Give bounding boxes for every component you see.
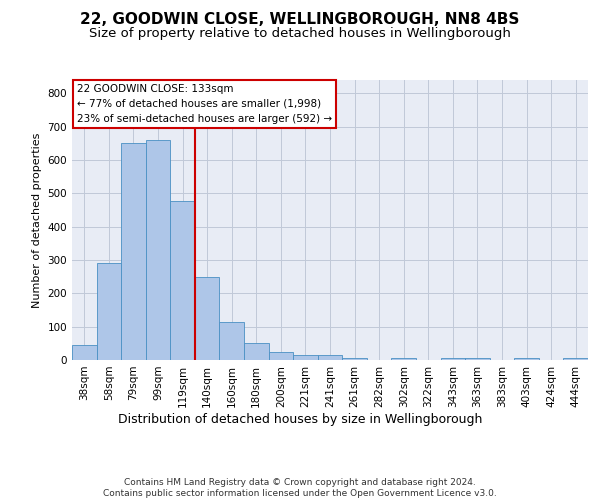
Bar [440, 358, 465, 360]
Bar [293, 356, 318, 360]
Bar [318, 356, 342, 360]
Bar [269, 352, 293, 360]
Bar [97, 262, 121, 360]
Y-axis label: Number of detached properties: Number of detached properties [32, 132, 42, 308]
Text: Contains HM Land Registry data © Crown copyright and database right 2024.
Contai: Contains HM Land Registry data © Crown c… [103, 478, 497, 498]
Bar [342, 358, 367, 360]
Bar [72, 345, 97, 360]
Bar [514, 358, 539, 360]
Bar [465, 358, 490, 360]
Text: Distribution of detached houses by size in Wellingborough: Distribution of detached houses by size … [118, 412, 482, 426]
Text: Size of property relative to detached houses in Wellingborough: Size of property relative to detached ho… [89, 28, 511, 40]
Bar [146, 140, 170, 360]
Bar [220, 322, 244, 360]
Bar [391, 358, 416, 360]
Bar [244, 344, 269, 360]
Bar [170, 200, 195, 360]
Bar [121, 142, 146, 360]
Bar [563, 358, 588, 360]
Bar [195, 276, 220, 360]
Text: 22, GOODWIN CLOSE, WELLINGBOROUGH, NN8 4BS: 22, GOODWIN CLOSE, WELLINGBOROUGH, NN8 4… [80, 12, 520, 28]
Text: 22 GOODWIN CLOSE: 133sqm
← 77% of detached houses are smaller (1,998)
23% of sem: 22 GOODWIN CLOSE: 133sqm ← 77% of detach… [77, 84, 332, 124]
